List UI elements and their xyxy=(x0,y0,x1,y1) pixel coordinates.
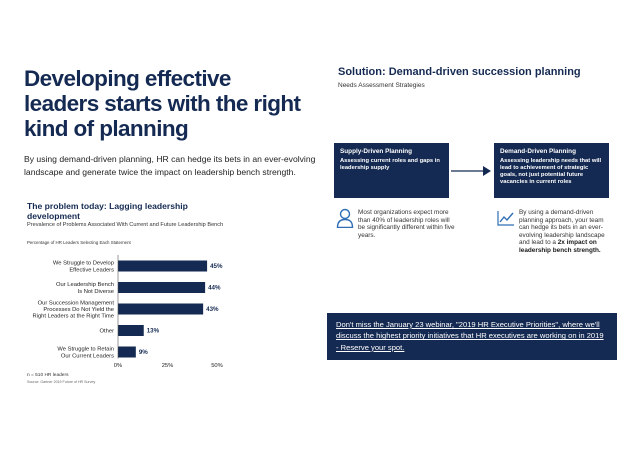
category-label: Other xyxy=(100,329,115,335)
problem-note: Percentage of HR Leaders Selecting Each … xyxy=(27,240,131,245)
person-icon xyxy=(336,208,354,228)
category-label: We Struggle to Develop xyxy=(53,261,114,267)
demand-card-title: Demand-Driven Planning xyxy=(500,148,576,155)
bar-value-label: 13% xyxy=(147,328,160,335)
category-label: We Struggle to Retain xyxy=(57,347,114,353)
demand-stat-text: By using a demand-driven planning approa… xyxy=(519,209,605,247)
demand-statistic: By using a demand-driven planning approa… xyxy=(519,209,614,255)
chart-bar xyxy=(118,325,144,336)
webinar-link[interactable]: Don't miss the January 23 webinar, "2019… xyxy=(327,313,617,360)
demand-driven-card: Demand-Driven Planning Assessing leaders… xyxy=(494,143,609,198)
bar-value-label: 44% xyxy=(208,285,221,292)
x-tick-label: 25% xyxy=(162,363,174,369)
bar-value-label: 9% xyxy=(139,349,148,356)
headline-line: Developing effective xyxy=(24,66,231,91)
problem-title: The problem today: Lagging leadership de… xyxy=(27,201,188,221)
x-tick-label: 0% xyxy=(114,363,122,369)
supply-card-title: Supply-Driven Planning xyxy=(340,148,413,155)
page-headline: Developing effective leaders starts with… xyxy=(24,66,324,141)
intro-paragraph: By using demand-driven planning, HR can … xyxy=(24,154,316,177)
category-label: Our Current Leaders xyxy=(61,353,114,359)
arrow-right-icon xyxy=(451,166,491,176)
chart-footnote: n = 510 HR leaders xyxy=(27,373,69,378)
demand-stat-highlight: 2x impact on leadership bench strength. xyxy=(519,239,601,254)
category-label: Our Leadership Bench xyxy=(56,282,114,288)
demand-card-text: Assessing leadership needs that will lea… xyxy=(500,158,602,185)
supply-driven-card: Supply-Driven Planning Assessing current… xyxy=(334,143,449,198)
trend-chart-icon xyxy=(497,211,514,226)
supply-statistic: Most organizations expect more than 40% … xyxy=(358,209,455,239)
headline-line: leaders starts with the right xyxy=(24,91,301,116)
solution-title: Solution: Demand-driven succession plann… xyxy=(338,66,581,78)
chart-source: Source: Gartner 2019 Future of HR Survey xyxy=(27,380,96,384)
solution-subtitle: Needs Assessment Strategies xyxy=(338,82,425,89)
chart-bar xyxy=(118,260,208,272)
bar-value-label: 45% xyxy=(210,263,223,270)
chart-bar xyxy=(118,303,204,315)
category-label: Our Succession Management xyxy=(38,300,115,306)
x-tick-label: 50% xyxy=(211,363,223,369)
category-label: Right Leaders at the Right Time xyxy=(32,314,114,320)
category-label: Processes Do Not Yield the xyxy=(43,307,114,313)
category-label: Is Not Diverse xyxy=(78,289,114,295)
problem-subtitle: Prevalence of Problems Associated With C… xyxy=(27,222,224,228)
bar-value-label: 43% xyxy=(206,306,219,313)
headline-line: kind of planning xyxy=(24,116,189,141)
chart-bar xyxy=(118,282,206,293)
chart-bar xyxy=(118,346,136,358)
supply-card-text: Assessing current roles and gaps in lead… xyxy=(340,158,440,171)
category-label: Effective Leaders xyxy=(69,267,114,273)
